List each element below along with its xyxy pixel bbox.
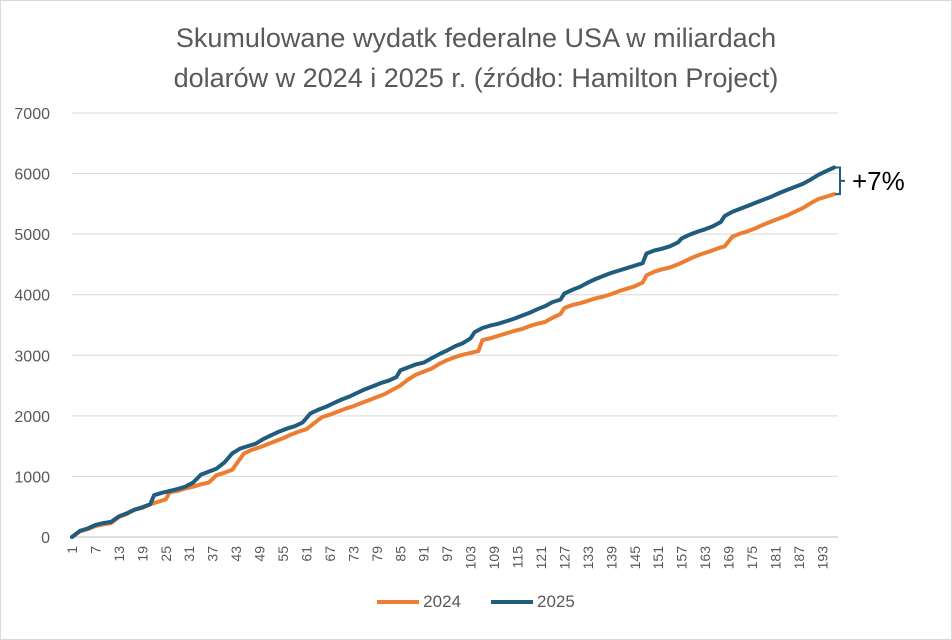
x-tick-label: 121 <box>533 546 549 570</box>
x-tick-label: 139 <box>603 546 619 570</box>
x-tick-label: 31 <box>181 546 197 562</box>
x-tick-label: 91 <box>416 546 432 562</box>
x-tick-label: 85 <box>392 546 408 562</box>
series-line-2025 <box>70 165 837 539</box>
x-tick-label: 145 <box>627 546 643 570</box>
legend-label-2025: 2025 <box>537 592 575 611</box>
chart-title: Skumulowane wydatk federalne USA w milia… <box>0 18 952 98</box>
x-tick-label: 1 <box>64 546 80 554</box>
x-tick-label: 37 <box>205 546 221 562</box>
series-lines <box>70 165 837 539</box>
y-tick-label: 6000 <box>14 167 50 184</box>
x-tick-label: 193 <box>814 546 830 570</box>
y-tick-label: 2000 <box>14 409 50 426</box>
chart-legend: 2024 2025 <box>0 592 952 612</box>
x-tick-label: 19 <box>134 546 150 562</box>
percent-annotation: +7% <box>835 166 905 196</box>
y-tick-label: 1000 <box>14 469 50 486</box>
x-tick-label: 109 <box>486 546 502 570</box>
x-tick-label: 163 <box>697 546 713 570</box>
x-tick-label: 115 <box>510 546 526 569</box>
y-axis-ticks: 0 1000 2000 3000 4000 5000 6000 7000 <box>14 106 50 547</box>
y-tick-label: 4000 <box>14 288 50 305</box>
x-tick-label: 7 <box>87 546 103 554</box>
x-tick-label: 151 <box>650 546 666 570</box>
chart-title-line-1: Skumulowane wydatk federalne USA w milia… <box>175 23 777 53</box>
x-tick-label: 175 <box>744 546 760 570</box>
legend-swatch-2025 <box>491 600 533 604</box>
x-tick-label: 133 <box>580 546 596 570</box>
x-tick-label: 55 <box>275 546 291 562</box>
x-tick-label: 43 <box>228 546 244 562</box>
y-tick-label: 5000 <box>14 227 50 244</box>
x-tick-label: 79 <box>369 546 385 562</box>
x-tick-label: 97 <box>439 546 455 562</box>
gridlines <box>72 112 838 477</box>
legend-item-2024: 2024 <box>377 592 461 612</box>
annotation-bracket <box>835 166 845 196</box>
x-tick-label: 157 <box>674 546 690 570</box>
x-tick-label: 103 <box>463 546 479 570</box>
legend-swatch-2024 <box>377 600 420 604</box>
x-tick-label: 169 <box>721 546 737 570</box>
y-tick-label: 3000 <box>14 348 50 365</box>
x-tick-label: 127 <box>556 546 572 570</box>
x-tick-label: 25 <box>158 546 174 562</box>
y-tick-label: 7000 <box>14 106 50 123</box>
x-tick-label: 13 <box>111 546 127 562</box>
series-line-2024 <box>70 192 837 539</box>
legend-label-2024: 2024 <box>423 592 461 611</box>
chart-title-line-2: dolarów w 2024 i 2025 r. (źródło: Hamilt… <box>173 63 779 93</box>
annotation-label: +7% <box>852 166 905 196</box>
x-tick-label: 61 <box>298 546 314 562</box>
x-tick-label: 67 <box>322 546 338 562</box>
y-tick-label: 0 <box>41 530 50 547</box>
legend-item-2025: 2025 <box>491 592 575 612</box>
x-tick-label: 181 <box>767 546 783 570</box>
x-tick-label: 49 <box>252 546 268 562</box>
x-axis-ticks: 1 7 13 19 25 31 37 43 49 55 61 67 73 79 85 91 97 103 109 11… <box>64 546 830 570</box>
x-tick-label: 187 <box>791 546 807 570</box>
x-tick-label: 73 <box>345 546 361 562</box>
